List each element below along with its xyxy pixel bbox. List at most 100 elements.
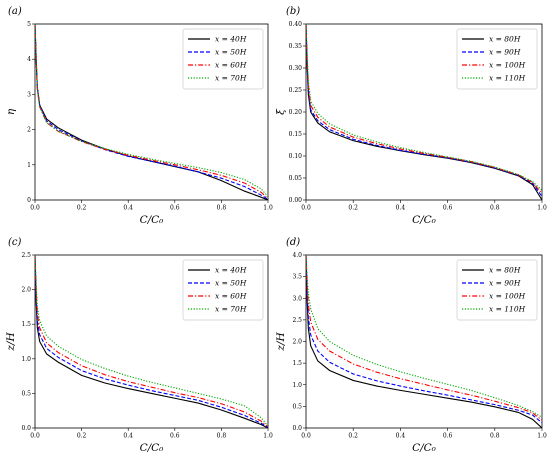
y-tick-label: 5 xyxy=(27,21,31,28)
legend: x = 80H x = 90H x = 100H x = 110H xyxy=(456,259,538,321)
y-tick-label: 2.5 xyxy=(21,252,31,259)
panel-label: (a) xyxy=(8,6,22,17)
y-tick-label: 1.0 xyxy=(292,382,302,389)
legend-entry: x = 70H xyxy=(215,74,247,83)
plot-frame xyxy=(34,254,269,429)
legend-box xyxy=(456,28,538,90)
y-tick-label: 0.0 xyxy=(292,425,302,432)
x-tick-label: 0.0 xyxy=(30,205,40,212)
series-line-1 xyxy=(35,255,268,428)
series-line-4 xyxy=(35,24,268,197)
legend-entry: x = 100H xyxy=(489,61,526,70)
x-tick-label: 0.6 xyxy=(170,433,180,440)
legend-entry: x = 110H xyxy=(489,74,526,83)
legend-box xyxy=(182,28,264,90)
y-tick-label: 0.00 xyxy=(289,197,303,204)
legend-entry: x = 100H xyxy=(489,292,526,301)
y-tick-label: 2.5 xyxy=(292,317,302,324)
legend: x = 80H x = 90H x = 100H x = 110H xyxy=(456,28,538,90)
x-axis-label: C/C₀ xyxy=(412,214,437,226)
y-tick-label: 0.10 xyxy=(289,153,303,160)
x-tick-label: 0.2 xyxy=(348,433,358,440)
y-tick-label: 0.30 xyxy=(289,65,303,72)
legend-entry: x = 60H xyxy=(215,61,247,70)
y-tick-label: 1.0 xyxy=(21,356,31,363)
series-line-1 xyxy=(306,255,542,428)
x-tick-label: 0.6 xyxy=(443,205,453,212)
legend-entry: x = 40H xyxy=(215,35,247,44)
legend-entry: x = 80H xyxy=(489,35,521,44)
series-line-4 xyxy=(35,255,268,427)
x-tick-label: 0.8 xyxy=(217,205,227,212)
x-tick-label: 1.0 xyxy=(537,433,547,440)
y-tick-label: 2.0 xyxy=(292,339,302,346)
chart-panel-3: 0.0 0.2 0.4 0.6 0.8 1.0 0.0 0.5 1.0 1.5 2.0 2.5 C/C₀… xyxy=(5,237,273,454)
y-tick-label: 4.0 xyxy=(292,252,302,259)
x-tick-label: 0.8 xyxy=(490,205,500,212)
x-tick-label: 1.0 xyxy=(263,433,273,440)
y-tick-label: 0.05 xyxy=(289,175,303,182)
x-tick-label: 0.8 xyxy=(217,433,227,440)
y-tick-label: 0 xyxy=(27,197,31,204)
y-axis-label: z/H xyxy=(275,332,287,352)
x-tick-label: 0.8 xyxy=(490,433,500,440)
x-tick-label: 0.0 xyxy=(30,433,40,440)
y-tick-label: 3 xyxy=(27,91,31,98)
series-line-2 xyxy=(306,255,542,424)
y-tick-label: 1.5 xyxy=(21,321,31,328)
x-tick-label: 0.2 xyxy=(348,205,358,212)
series-line-4 xyxy=(306,24,542,191)
legend-entry: x = 110H xyxy=(489,305,526,314)
legend-box xyxy=(456,259,538,321)
y-tick-label: 1 xyxy=(27,162,31,169)
y-tick-label: 0.35 xyxy=(289,43,303,50)
series-line-3 xyxy=(35,24,268,199)
series-line-4 xyxy=(306,255,542,418)
legend-entry: x = 90H xyxy=(489,48,521,57)
y-tick-label: 3.5 xyxy=(292,274,302,281)
y-axis-label: η xyxy=(5,108,17,115)
series-line-2 xyxy=(35,255,268,428)
legend-entry: x = 90H xyxy=(489,279,521,288)
x-tick-label: 0.4 xyxy=(123,433,133,440)
legend-box xyxy=(182,259,264,321)
chart-panel-2: 0.0 0.2 0.4 0.6 0.8 1.0 0.00 0.05 0.10 0.15 0.20 0.… xyxy=(275,6,547,226)
series-line-3 xyxy=(35,255,268,428)
panel-label: (d) xyxy=(286,237,300,248)
y-tick-label: 2 xyxy=(27,127,31,134)
y-axis-label: z/H xyxy=(5,332,17,352)
y-tick-label: 0.25 xyxy=(289,87,303,94)
panel-label: (c) xyxy=(8,237,22,248)
chart-panel-4: 0.0 0.2 0.4 0.6 0.8 1.0 0.0 0.5 1.0 1.5 2.0 2.5 3.0 3… xyxy=(275,237,547,454)
y-tick-label: 0.15 xyxy=(289,131,303,138)
x-tick-label: 0.6 xyxy=(443,433,453,440)
y-tick-label: 0.5 xyxy=(21,390,31,397)
legend-entry: x = 70H xyxy=(215,305,247,314)
y-tick-label: 0.5 xyxy=(292,403,302,410)
legend: x = 40H x = 50H x = 60H x = 70H xyxy=(182,259,264,321)
x-tick-label: 0.2 xyxy=(77,433,87,440)
panel-label: (b) xyxy=(286,6,300,17)
legend-entry: x = 50H xyxy=(215,48,247,57)
x-axis-label: C/C₀ xyxy=(412,442,437,454)
y-tick-label: 4 xyxy=(27,56,31,63)
y-tick-label: 0.20 xyxy=(289,109,303,116)
x-tick-label: 0.0 xyxy=(301,205,311,212)
legend-entry: x = 60H xyxy=(215,292,247,301)
x-tick-label: 0.4 xyxy=(396,433,406,440)
x-tick-label: 0.4 xyxy=(396,205,406,212)
legend: x = 40H x = 50H x = 60H x = 70H xyxy=(182,28,264,90)
x-tick-label: 0.4 xyxy=(123,205,133,212)
x-axis-label: C/C₀ xyxy=(140,442,165,454)
x-axis-label: C/C₀ xyxy=(140,214,165,226)
series-line-3 xyxy=(306,24,542,194)
legend-entry: x = 80H xyxy=(489,266,521,275)
x-tick-label: 1.0 xyxy=(537,205,547,212)
x-tick-label: 0.2 xyxy=(77,205,87,212)
y-axis-label: ξ xyxy=(275,108,287,115)
x-tick-label: 0.6 xyxy=(170,205,180,212)
y-tick-label: 3.0 xyxy=(292,295,302,302)
y-tick-label: 2.0 xyxy=(21,287,31,294)
